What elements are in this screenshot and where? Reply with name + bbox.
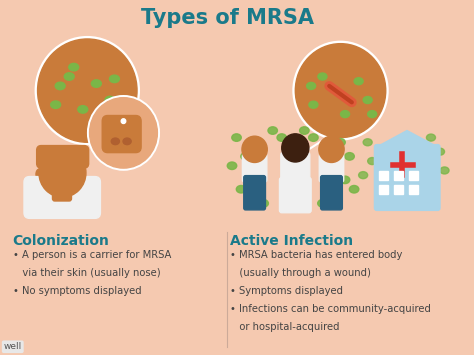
FancyBboxPatch shape: [409, 171, 418, 180]
FancyBboxPatch shape: [24, 176, 100, 218]
Ellipse shape: [111, 138, 119, 144]
Ellipse shape: [427, 134, 436, 141]
Text: • Infections can be community-acquired: • Infections can be community-acquired: [230, 304, 430, 314]
FancyBboxPatch shape: [281, 152, 310, 185]
Ellipse shape: [318, 200, 327, 207]
FancyBboxPatch shape: [280, 178, 311, 213]
Ellipse shape: [436, 148, 445, 155]
Ellipse shape: [291, 204, 300, 212]
Text: Types of MRSA: Types of MRSA: [141, 8, 314, 28]
Ellipse shape: [368, 158, 377, 165]
Ellipse shape: [354, 78, 363, 85]
Ellipse shape: [277, 134, 286, 141]
Ellipse shape: [237, 185, 246, 193]
Circle shape: [295, 44, 386, 138]
Text: • A person is a carrier for MRSA: • A person is a carrier for MRSA: [13, 250, 171, 260]
FancyBboxPatch shape: [244, 176, 265, 210]
Ellipse shape: [123, 138, 131, 144]
FancyBboxPatch shape: [102, 115, 141, 153]
Ellipse shape: [91, 80, 101, 87]
Ellipse shape: [232, 134, 241, 141]
Circle shape: [37, 39, 137, 142]
Ellipse shape: [241, 153, 250, 160]
Ellipse shape: [300, 127, 309, 134]
Ellipse shape: [349, 185, 359, 193]
Text: Active Infection: Active Infection: [230, 234, 353, 248]
FancyBboxPatch shape: [394, 185, 403, 195]
Text: • No symptoms displayed: • No symptoms displayed: [13, 286, 141, 296]
Ellipse shape: [109, 75, 119, 83]
Circle shape: [319, 136, 344, 163]
Ellipse shape: [105, 96, 115, 104]
Text: or hospital-acquired: or hospital-acquired: [230, 322, 339, 332]
Ellipse shape: [259, 200, 268, 207]
Ellipse shape: [309, 101, 318, 108]
Ellipse shape: [336, 138, 345, 146]
FancyBboxPatch shape: [36, 146, 89, 168]
Text: via their skin (usually nose): via their skin (usually nose): [13, 268, 160, 278]
Ellipse shape: [36, 169, 43, 179]
FancyBboxPatch shape: [409, 185, 418, 195]
Text: Colonization: Colonization: [13, 234, 109, 248]
Ellipse shape: [363, 139, 372, 146]
Ellipse shape: [78, 106, 88, 113]
FancyBboxPatch shape: [53, 180, 72, 201]
Ellipse shape: [51, 101, 61, 109]
Ellipse shape: [69, 64, 79, 71]
Circle shape: [242, 136, 267, 163]
Ellipse shape: [227, 162, 237, 170]
FancyBboxPatch shape: [283, 154, 308, 182]
Ellipse shape: [368, 110, 377, 118]
Ellipse shape: [55, 82, 65, 90]
Ellipse shape: [268, 127, 277, 134]
Circle shape: [282, 134, 309, 162]
Text: • MRSA bacteria has entered body: • MRSA bacteria has entered body: [230, 250, 402, 260]
Text: (usually through a wound): (usually through a wound): [230, 268, 371, 278]
Polygon shape: [377, 131, 438, 147]
Ellipse shape: [307, 82, 316, 89]
FancyBboxPatch shape: [394, 171, 403, 180]
Ellipse shape: [359, 171, 368, 179]
FancyBboxPatch shape: [319, 154, 344, 182]
Circle shape: [90, 98, 157, 168]
Ellipse shape: [96, 110, 106, 118]
Ellipse shape: [246, 171, 255, 179]
Ellipse shape: [340, 110, 349, 118]
Circle shape: [283, 136, 308, 163]
FancyBboxPatch shape: [320, 176, 342, 210]
Circle shape: [121, 119, 126, 124]
Ellipse shape: [363, 97, 372, 104]
FancyBboxPatch shape: [284, 176, 306, 210]
Circle shape: [39, 148, 86, 197]
FancyBboxPatch shape: [379, 171, 388, 180]
Text: • Symptoms displayed: • Symptoms displayed: [230, 286, 343, 296]
Text: well: well: [4, 342, 22, 351]
Ellipse shape: [318, 73, 327, 80]
Ellipse shape: [309, 134, 318, 141]
Ellipse shape: [64, 73, 74, 80]
Ellipse shape: [440, 167, 449, 174]
FancyBboxPatch shape: [242, 154, 267, 182]
Ellipse shape: [340, 176, 350, 184]
FancyBboxPatch shape: [374, 144, 440, 211]
Ellipse shape: [345, 153, 355, 160]
FancyBboxPatch shape: [379, 185, 388, 195]
